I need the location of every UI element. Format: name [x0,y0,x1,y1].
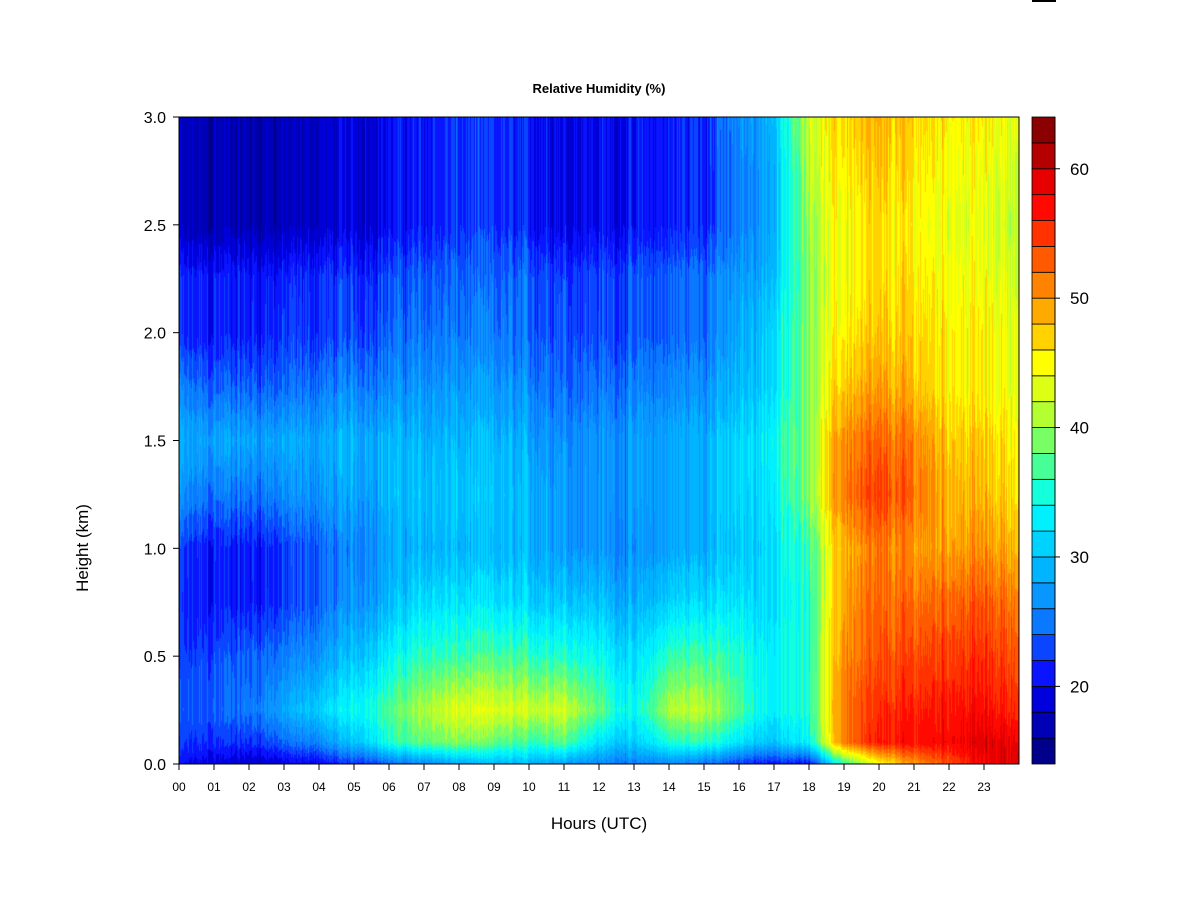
x-tick-label: 09 [487,780,501,794]
y-tick-label: 0.0 [144,757,166,774]
y-axis: 0.0 0.5 1.0 1.5 2.0 2.5 3.0 [144,110,180,774]
x-tick-label: 16 [732,780,746,794]
colorbar-band [1031,660,1056,687]
colorbar-tick-label: 40 [1070,419,1089,438]
colorbar-band [1031,504,1056,532]
colorbar-band [1031,427,1056,454]
colorbar-band [1031,582,1056,610]
colorbar-band [1031,608,1056,635]
x-tick-label: 18 [802,780,816,794]
x-tick-label: 20 [872,780,886,794]
x-tick-label: 19 [837,780,851,794]
colorbar-band [1031,453,1056,480]
x-tick-label: 21 [907,780,921,794]
x-tick-label: 23 [977,780,991,794]
colorbar-band [1031,297,1056,325]
x-tick-label: 05 [347,780,361,794]
colorbar-band [1031,634,1056,661]
colorbar-tick-label: 20 [1070,677,1089,696]
colorbar-band [1031,530,1056,558]
y-tick-label: 1.5 [144,434,166,451]
x-tick-label: 00 [172,780,186,794]
x-tick-label: 11 [558,780,571,794]
colorbar-tick-label: 50 [1070,289,1089,308]
colorbar-band [1031,245,1056,273]
colorbar-band [1031,556,1056,584]
colorbar [1031,116,1056,765]
y-tick-label: 1.0 [144,541,166,558]
corner-mark [1032,0,1056,2]
x-axis-label: Hours (UTC) [551,814,647,833]
x-axis: 00 01 02 03 04 05 06 07 08 09 10 11 12 13 14 15 16 17 18 19… [172,763,1019,794]
y-tick-label: 3.0 [144,110,166,127]
colorbar-band [1031,711,1056,739]
y-tick-label: 0.5 [144,649,166,666]
colorbar-tick-label: 30 [1070,548,1089,567]
x-tick-label: 08 [452,780,466,794]
colorbar-band [1031,271,1056,299]
x-tick-label: 15 [697,780,711,794]
x-tick-label: 06 [382,780,396,794]
colorbar-band [1031,116,1056,144]
colorbar-tick-label: 60 [1070,160,1089,179]
colorbar-band [1031,194,1056,221]
x-tick-label: 07 [417,780,431,794]
colorbar-axis: 20 30 40 50 60 [1054,117,1089,764]
y-axis-label: Height (km) [73,504,92,592]
x-tick-label: 13 [627,780,641,794]
colorbar-band [1031,142,1056,170]
chart-title: Relative Humidity (%) [533,81,666,96]
x-tick-label: 14 [662,780,676,794]
x-tick-label: 12 [592,780,606,794]
colorbar-band [1031,685,1056,713]
heatmap [179,117,1019,764]
colorbar-band [1031,220,1056,247]
x-tick-label: 03 [277,780,291,794]
colorbar-band [1031,349,1056,377]
x-tick-label: 17 [767,780,781,794]
x-tick-label: 02 [242,780,256,794]
x-tick-label: 01 [207,780,221,794]
x-tick-label: 10 [522,780,536,794]
colorbar-band [1031,737,1056,765]
x-tick-label: 04 [312,780,326,794]
x-tick-label: 22 [942,780,956,794]
colorbar-band [1031,323,1056,351]
y-tick-label: 2.5 [144,218,166,235]
colorbar-band [1031,168,1056,196]
colorbar-band [1031,401,1056,428]
colorbar-band [1031,375,1056,403]
y-tick-label: 2.0 [144,326,166,343]
colorbar-band [1031,478,1056,506]
